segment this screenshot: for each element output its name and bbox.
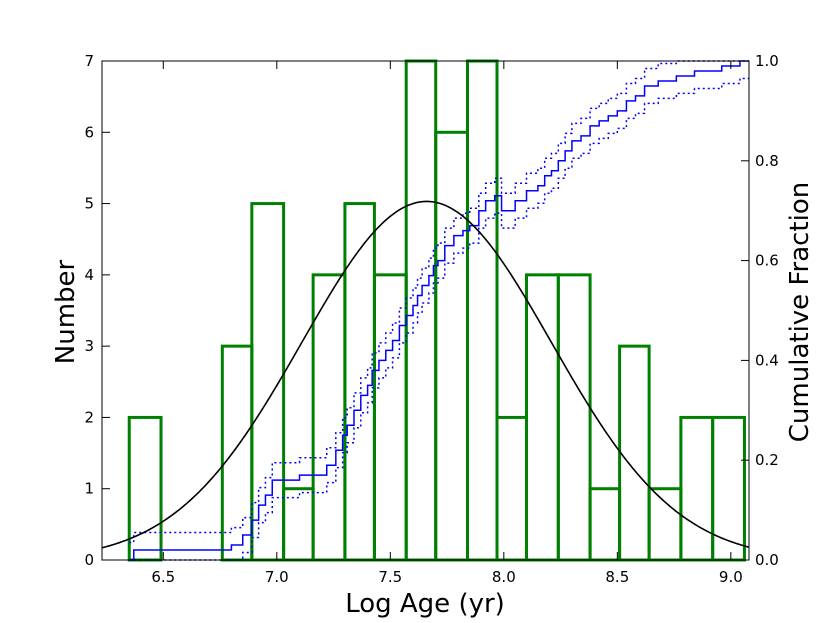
x-tick-label: 9.0 <box>719 568 743 586</box>
y2-tick-label: 0.0 <box>755 551 779 569</box>
histogram-bar <box>525 273 560 562</box>
cumulative-fraction-line <box>129 60 749 561</box>
y2-tick-label: 0.4 <box>755 351 779 369</box>
histogram-bar <box>556 273 592 562</box>
y-tick-label: 1 <box>84 480 94 498</box>
histogram-bar <box>679 415 715 562</box>
y2-tick-label: 0.8 <box>755 152 779 170</box>
cumulative-lower-bound <box>129 77 749 561</box>
histogram-bar <box>495 415 529 562</box>
x-tick-label: 7.5 <box>378 568 402 586</box>
y-tick-label: 4 <box>84 266 94 284</box>
gaussian-fit-line <box>101 200 750 549</box>
histogram-bar <box>220 344 254 562</box>
y2-tick-label: 1.0 <box>755 52 779 70</box>
y2-tick-label: 0.2 <box>755 451 779 469</box>
histogram-bar <box>711 415 746 562</box>
histogram-bar <box>618 344 651 562</box>
x-tick-label: 7.0 <box>265 568 289 586</box>
y2-tick-label: 0.6 <box>755 252 779 270</box>
histogram-bar <box>434 130 469 562</box>
y-axis-title: Number <box>51 259 81 364</box>
y-tick-label: 3 <box>84 337 94 355</box>
histogram-bar <box>127 415 163 562</box>
histogram-bar <box>647 487 683 562</box>
histogram-bar <box>311 273 347 562</box>
y-tick-label: 5 <box>84 195 94 213</box>
y-tick-label: 2 <box>84 408 94 426</box>
x-tick-label: 6.5 <box>151 568 175 586</box>
histogram-bar <box>465 59 499 562</box>
x-tick-label: 8.5 <box>605 568 629 586</box>
axes: 6.5 7.0 7.5 8.0 8.5 9.0 0 1 2 3 4 5 6 7 0.0 0.2 0.4 0.6 0.… <box>84 52 778 586</box>
y2-axis-title: Cumulative Fraction <box>785 182 815 442</box>
y-tick-label: 0 <box>84 551 94 569</box>
histogram-bar <box>372 273 408 562</box>
cumulative-upper-bound <box>129 60 749 544</box>
x-tick-label: 8.0 <box>492 568 516 586</box>
histogram-bar <box>404 59 438 562</box>
y-tick-label: 6 <box>84 123 94 141</box>
histogram-bar <box>282 487 315 562</box>
y-tick-label: 7 <box>84 52 94 70</box>
plot-area <box>101 59 750 562</box>
x-axis-title: Log Age (yr) <box>345 589 505 619</box>
histogram-bar <box>343 202 376 562</box>
histogram-bar <box>588 487 622 562</box>
plot-frame <box>101 60 750 561</box>
